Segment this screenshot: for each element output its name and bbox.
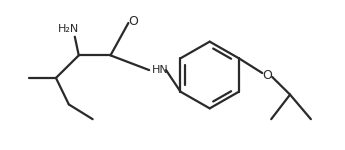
Text: HN: HN bbox=[152, 65, 169, 75]
Text: O: O bbox=[262, 69, 272, 81]
Text: H₂N: H₂N bbox=[58, 24, 79, 34]
Text: O: O bbox=[128, 15, 138, 27]
